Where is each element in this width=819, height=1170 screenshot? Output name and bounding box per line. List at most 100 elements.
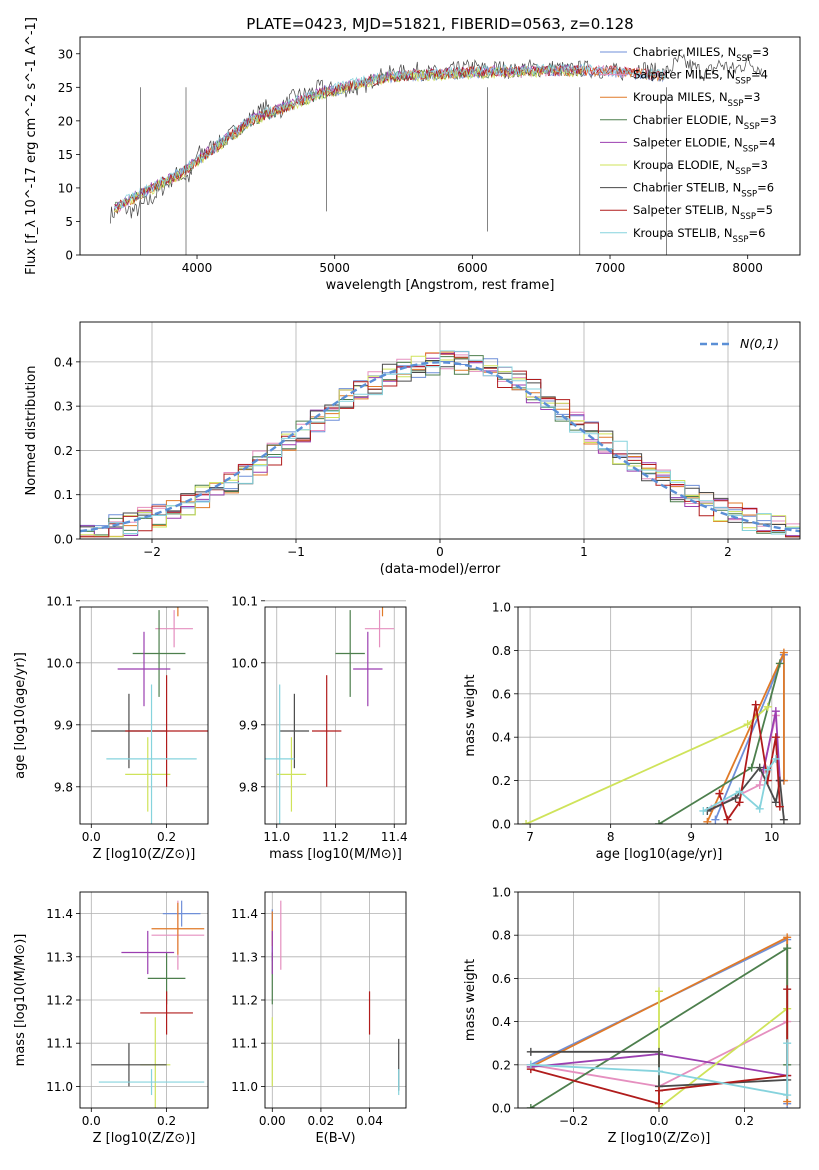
errorbar-salpeter_stelib [125,675,208,787]
errorbar-chabrier_elodie [132,610,186,697]
weight-marker-salpeter_stelib [655,1099,663,1108]
legend: N(0,1) [700,336,779,351]
x-axis-label: age [log10(age/yr)] [596,847,723,862]
legend-label-salpeter_stelib: Salpeter STELIB, NSSP=5 [633,203,773,222]
weight-series-chabrier_stelib [706,765,785,820]
weight-marker-chabrier_stelib [655,1047,663,1056]
weight-marker-chabrier_stelib [755,763,764,772]
tick-label-x: 8000 [732,261,763,275]
tick-label-y: 11.4 [46,907,73,921]
tick-label-x: 11.2 [322,830,349,844]
weight-marker-kroupa_miles [703,817,712,824]
errorbar-kroupa_stelib [106,684,197,824]
axes-frame [264,891,407,1109]
histograms [80,350,800,539]
errorbar-kroupa_stelib [265,684,295,824]
error-bars [91,607,208,824]
errorbar-kroupa_miles [381,607,384,617]
y-axis-label: age [log10(age/yr)] [13,652,28,779]
legend-label-kroupa_stelib: Kroupa STELIB, NSSP=6 [633,226,765,245]
tick-label-y: 9.8 [239,780,258,794]
tick-label-x: 0.2 [157,1114,176,1128]
errorbar-salpeter_elodie [121,930,175,975]
tick-label-y: 1.0 [492,601,511,615]
tick-label-y: 10.1 [46,594,73,608]
x-axis-label: Z [log10(Z/Z⊙)] [608,1131,711,1146]
tick-label-y: 0.3 [54,400,73,414]
tick-label-y: 0.8 [492,644,511,658]
tick-label-y: 20 [58,114,73,128]
spectrum-lines [109,53,762,255]
tick-label-x: −1 [287,545,305,559]
legend-subscript: SSP [743,144,759,154]
weight-marker-chabrier_stelib [526,1047,535,1056]
errorbar-chabrier_stelib [91,1043,167,1087]
weight-marker-chabrier_stelib [775,776,784,785]
legend-label-chabrier_stelib: Chabrier STELIB, NSSP=6 [633,181,774,200]
legend-subscript: SSP [735,77,751,87]
weight-marker-kroupa_elodie [763,702,772,711]
histogram-kroupa_stelib [80,350,800,539]
tick-label-x: 2 [724,545,732,559]
weight-marker-kroupa_stelib [699,806,708,815]
tick-label-y: 11.0 [46,1080,73,1094]
x-axis-label: Z [log10(Z/Z⊙)] [93,1131,196,1146]
errorbar-salpeter_miles [155,610,193,648]
errorbar-kroupa_elodie [276,737,307,812]
tick-label-y: 0.0 [54,533,73,547]
tick-label-x: 1 [580,545,588,559]
tick-label-y: 9.8 [54,780,73,794]
weight-marker-chabrier_elodie [747,763,756,772]
tick-label-x: 4000 [182,261,213,275]
tick-label-y: 5 [65,215,73,229]
weight-marker-salpeter_elodie [771,707,780,716]
tick-label-y: 0.6 [492,687,511,701]
tick-label-x: 10 [764,830,779,844]
spectrum-series-kroupa_stelib [114,62,666,210]
weight-marker-kroupa_elodie [743,720,752,729]
legend-label-chabrier_elodie: Chabrier ELODIE, NSSP=3 [633,113,777,132]
legend-tail: =6 [748,226,765,240]
weight-marker-salpeter_stelib [771,733,780,742]
tick-label-y: 11.3 [231,950,258,964]
spectrum-series-salpeter_miles [114,64,666,213]
weight-marker-salpeter_stelib [783,985,792,994]
age-vs-mass-panel: 11.0 11.2 11.4 9.8 9.9 10.0 10.1 mass [log10(M/… [231,594,407,862]
tick-label-x: 0.04 [356,1114,383,1128]
tick-label-y: 11.3 [46,950,73,964]
axes-frame [79,606,209,825]
legend-subscript: SSP [728,99,744,109]
tick-label-x: 0.0 [649,1114,668,1128]
residuals-panel: −2 −1 0 1 2 0.0 0.1 0.2 0.3 0.4 (data-model)/error… [24,321,801,577]
legend-tail: =4 [751,68,768,82]
tick-label-y: 10.0 [231,656,258,670]
weight-marker-chabrier_stelib [779,815,788,824]
tick-label-y: 11.2 [231,994,258,1008]
normal-curve [80,361,800,533]
y-axis-label: Normed distribution [24,366,39,496]
tick-label-y: 10 [58,181,73,195]
legend-subscript: SSP [736,54,752,64]
weight-marker-kroupa_stelib [763,765,772,774]
tick-label-y: 0.4 [492,731,511,745]
weight-marker-chabrier_stelib [771,798,780,807]
errorbar-chabrier_miles [162,900,201,927]
weight-marker-salpeter_stelib [723,815,732,824]
tick-label-y: 10.0 [46,656,73,670]
weight-marker-kroupa_stelib [755,804,764,813]
mass-vs-z-panel: 0.0 0.2 11.0 11.1 11.2 11.3 11.4 Z [log10(Z/Z⊙)… [13,891,209,1146]
weight-marker-kroupa_miles [783,933,792,942]
errorbar-kroupa_miles [177,607,179,617]
weight-marker-salpeter_stelib [751,700,760,709]
legend-tail: =5 [756,203,773,217]
tick-label-y: 0.8 [492,929,511,943]
tick-label-y: 0.2 [492,1058,511,1072]
legend-subscript: SSP [735,167,751,177]
weight-marker-chabrier_elodie [783,944,792,953]
axes-frame [517,891,801,1109]
legend-tail: =3 [751,158,768,172]
spectrum-panel: 4000 5000 6000 7000 8000 0 5 10 15 20 25 30 waveleng… [24,17,801,293]
weight-vs-z-panel: −0.2 0.0 0.2 0.0 0.2 0.4 0.6 0.8 1.0 Z [log10(Z/Z… [463,886,801,1146]
weight-marker-salpeter_miles [755,780,764,789]
